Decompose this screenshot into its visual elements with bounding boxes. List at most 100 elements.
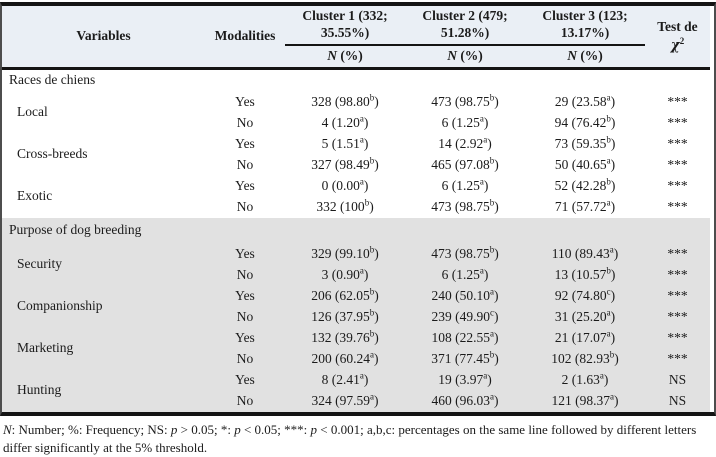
significance-letter: a <box>606 328 611 339</box>
cluster-2-value-cell: 239 (49.90c) <box>405 306 525 328</box>
cluster-3-value-cell: 31 (25.20a) <box>525 306 645 328</box>
cluster-2-value-cell: 371 (77.45b) <box>405 348 525 370</box>
chi2-test-result-cell: *** <box>645 196 710 218</box>
cluster-2-value-cell: 460 (96.03a) <box>405 390 525 412</box>
significance-letter: c <box>490 307 494 318</box>
cluster-1-value-cell: 327 (98.49b) <box>285 154 405 176</box>
cluster-1-value-cell: 0 (0.00a) <box>285 175 405 197</box>
chi2-test-result-cell: *** <box>645 154 710 176</box>
significance-letter: b <box>369 307 375 318</box>
table-row: Companionship Yes 206 (62.05b) 240 (50.10a)… <box>2 285 710 328</box>
chi2-test-result-cell: NS <box>645 390 710 412</box>
significance-letter: a <box>609 244 614 255</box>
modality-cell: No <box>205 112 285 134</box>
cluster-1-value-cell: 329 (99.10b) <box>285 243 405 265</box>
significance-letter: a <box>606 92 611 103</box>
modality-cell: No <box>205 348 285 370</box>
cluster-3-value-cell: 50 (40.65a) <box>525 154 645 176</box>
cluster-1-value-cell: 8 (2.41a) <box>285 369 405 391</box>
significance-letter: a <box>490 391 494 402</box>
cluster-2-value-cell: 240 (50.10a) <box>405 285 525 307</box>
cluster-1-value-cell: 328 (98.80b) <box>285 91 405 113</box>
variable-name-cell: Marketing <box>2 327 205 370</box>
significance-letter: b <box>606 265 611 276</box>
footnote-segment: : Number; %: Frequency; NS: <box>11 421 171 437</box>
cluster-1-value-cell: 324 (97.59a) <box>285 390 405 412</box>
significance-letter: b <box>606 134 611 145</box>
cluster-1-value-cell: 332 (100b) <box>285 196 405 218</box>
footnote: N: Number; %: Frequency; NS: p > 0.05; *… <box>3 421 713 457</box>
cluster-3-value-cell: 2 (1.63a) <box>525 369 645 391</box>
cluster-2-value-cell: 19 (3.97a) <box>405 369 525 391</box>
significance-letter: a <box>479 176 484 187</box>
footnote-segment: > 0.05; *: <box>177 421 235 437</box>
cluster-2-value-cell: 473 (98.75b) <box>405 91 525 113</box>
significance-letter: b <box>369 92 375 103</box>
significance-letter: b <box>369 328 375 339</box>
significance-letter: a <box>606 197 611 208</box>
significance-letter: a <box>606 307 611 318</box>
cluster-2-value-cell: 465 (97.08b) <box>405 154 525 176</box>
chi2-test-result-cell: *** <box>645 243 710 265</box>
cluster-2-value-cell: 6 (1.25a) <box>405 175 525 197</box>
significance-letter: b <box>489 244 495 255</box>
cluster-1-value-cell: 3 (0.90a) <box>285 264 405 286</box>
column-header-cluster-2: Cluster 2 (479; 51.28%) <box>405 6 525 46</box>
footnote-segment: N <box>3 421 12 437</box>
results-table: Variables Modalities Cluster 1 (332; 35.… <box>2 6 710 412</box>
chi2-test-result-cell: *** <box>645 112 710 134</box>
significance-letter: b <box>364 197 370 208</box>
significance-letter: a <box>490 286 494 297</box>
cluster-3-value-cell: 121 (98.37a) <box>525 390 645 412</box>
chi2-test-result-cell: *** <box>645 175 710 197</box>
chi2-test-result-cell: *** <box>645 285 710 307</box>
cluster-1-value-cell: 206 (62.05b) <box>285 285 405 307</box>
cluster-3-value-cell: 102 (82.93b) <box>525 348 645 370</box>
column-header-cluster-1: Cluster 1 (332; 35.55%) <box>285 6 405 46</box>
column-header-cluster-3: Cluster 3 (123; 13.17%) <box>525 6 645 46</box>
modality-cell: Yes <box>205 133 285 155</box>
section-title: Purpose of dog breeding <box>2 217 710 244</box>
table-row: Cross-breeds Yes 5 (1.51a) 14 (2.92a) 73 (59… <box>2 133 710 176</box>
significance-letter: b <box>369 244 375 255</box>
significance-letter: a <box>359 370 364 381</box>
significance-letter: b <box>369 155 375 166</box>
table-row: No 324 (97.59a) 460 (96.03a) 121 (98.37a) NS <box>2 390 710 412</box>
cluster-3-value-cell: 71 (57.72a) <box>525 196 645 218</box>
modality-cell: No <box>205 154 285 176</box>
section-row: Purpose of dog breeding <box>2 217 710 244</box>
cluster-3-value-cell: 92 (74.80c) <box>525 285 645 307</box>
chi2-symbol: χ2 <box>670 35 685 54</box>
cluster-2-value-cell: 473 (98.75b) <box>405 196 525 218</box>
significance-letter: b <box>606 176 611 187</box>
cluster-2-value-cell: 6 (1.25a) <box>405 264 525 286</box>
modality-cell: No <box>205 264 285 286</box>
significance-letter: b <box>606 113 611 124</box>
significance-letter: b <box>489 92 495 103</box>
cluster-1-value-cell: 4 (1.20a) <box>285 112 405 134</box>
significance-letter: a <box>606 155 611 166</box>
modality-cell: Yes <box>205 369 285 391</box>
significance-letter: a <box>490 328 494 339</box>
modality-cell: Yes <box>205 91 285 113</box>
significance-letter: b <box>489 349 495 360</box>
cluster-3-value-cell: 29 (23.58a) <box>525 91 645 113</box>
cluster-2-value-cell: 6 (1.25a) <box>405 112 525 134</box>
significance-letter: b <box>489 155 495 166</box>
column-header-chi2-test: Test de χ2 <box>645 6 710 69</box>
header-row-1: Variables Modalities Cluster 1 (332; 35.… <box>2 6 710 69</box>
cluster-1-value-cell: 132 (39.76b) <box>285 327 405 349</box>
modality-cell: Yes <box>205 175 285 197</box>
variable-name-cell: Exotic <box>2 175 205 218</box>
significance-letter: a <box>359 176 364 187</box>
chi2-test-result-cell: *** <box>645 348 710 370</box>
significance-letter: c <box>606 286 611 297</box>
cluster-1-value-cell: 5 (1.51a) <box>285 133 405 155</box>
significance-letter: a <box>479 265 484 276</box>
modality-cell: No <box>205 390 285 412</box>
significance-letter: b <box>489 197 495 208</box>
footnote-segment: p <box>310 421 318 437</box>
significance-letter: a <box>359 113 364 124</box>
table-row: No 3 (0.90a) 6 (1.25a) 13 (10.57b) *** <box>2 264 710 286</box>
results-table-wrap: Variables Modalities Cluster 1 (332; 35.… <box>0 2 716 416</box>
